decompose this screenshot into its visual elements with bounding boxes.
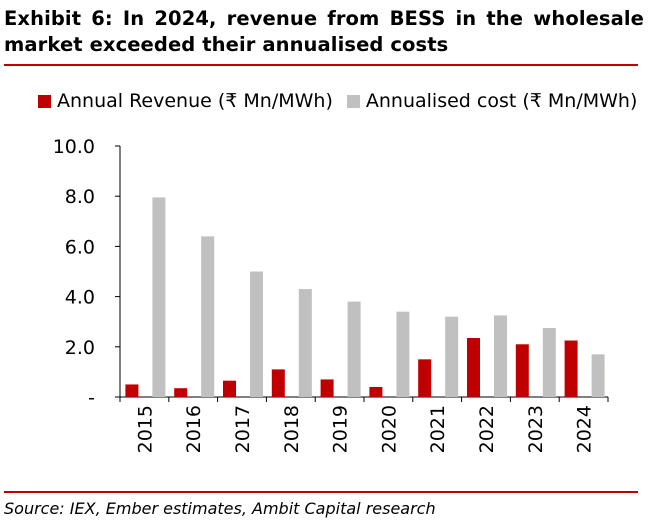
x-tick-label: 2020: [378, 405, 400, 453]
bar-cost: [445, 316, 459, 397]
bar-revenue: [369, 386, 383, 397]
bar-revenue: [320, 379, 334, 397]
bar-revenue: [223, 380, 236, 397]
y-tick-label: 6.0: [65, 236, 95, 258]
legend-label-cost: Annualised cost (₹ Mn/MWh): [365, 90, 638, 112]
y-tick-label: 10.0: [53, 136, 95, 158]
y-tick-label: -: [88, 387, 95, 409]
x-tick-label: 2019: [330, 405, 352, 453]
x-tick-label: 2021: [427, 405, 449, 453]
bar-cost: [396, 311, 410, 397]
legend-item-cost: Annualised cost (₹ Mn/MWh): [346, 90, 638, 112]
chart-legend: Annual Revenue (₹ Mn/MWh) Annualised cos…: [38, 88, 651, 114]
bar-cost: [494, 315, 507, 397]
bar-revenue: [467, 338, 480, 397]
footer-divider: [4, 491, 638, 493]
bar-cost: [347, 301, 361, 397]
bar-revenue: [418, 359, 432, 397]
bar-cost: [542, 327, 556, 397]
x-tick-label: 2023: [525, 405, 547, 453]
bar-cost: [152, 197, 166, 397]
bar-revenue: [174, 388, 188, 397]
bar-cost: [250, 271, 263, 397]
legend-swatch-revenue: [38, 94, 51, 108]
x-tick-label: 2015: [134, 405, 156, 453]
bar-cost: [201, 236, 215, 397]
bar-cost: [591, 354, 605, 397]
x-tick-label: 2016: [183, 405, 205, 453]
bar-revenue: [515, 344, 529, 397]
x-tick-label: 2022: [476, 405, 498, 453]
y-tick-label: 2.0: [65, 337, 95, 359]
y-tick-label: 4.0: [65, 287, 95, 309]
x-tick-label: 2017: [232, 405, 254, 453]
bar-revenue: [271, 369, 285, 397]
bar-revenue: [125, 384, 139, 397]
title-divider: [4, 64, 638, 66]
bar-revenue: [564, 340, 578, 397]
bar-cost: [298, 289, 312, 397]
legend-label-revenue: Annual Revenue (₹ Mn/MWh): [57, 90, 333, 112]
x-tick-label: 2018: [281, 405, 303, 453]
legend-swatch-cost: [346, 94, 360, 108]
x-tick-label: 2024: [574, 405, 596, 453]
chart-title: Exhibit 6: In 2024, revenue from BESS in…: [4, 7, 644, 56]
legend-item-revenue: Annual Revenue (₹ Mn/MWh): [38, 90, 333, 112]
y-tick-label: 8.0: [65, 186, 95, 208]
source-note: Source: IEX, Ember estimates, Ambit Capi…: [4, 499, 436, 518]
bar-chart: - 2.0 4.0 6.0 8.0 10.0 2015 2016 2017 2018 2019 202…: [53, 136, 609, 453]
